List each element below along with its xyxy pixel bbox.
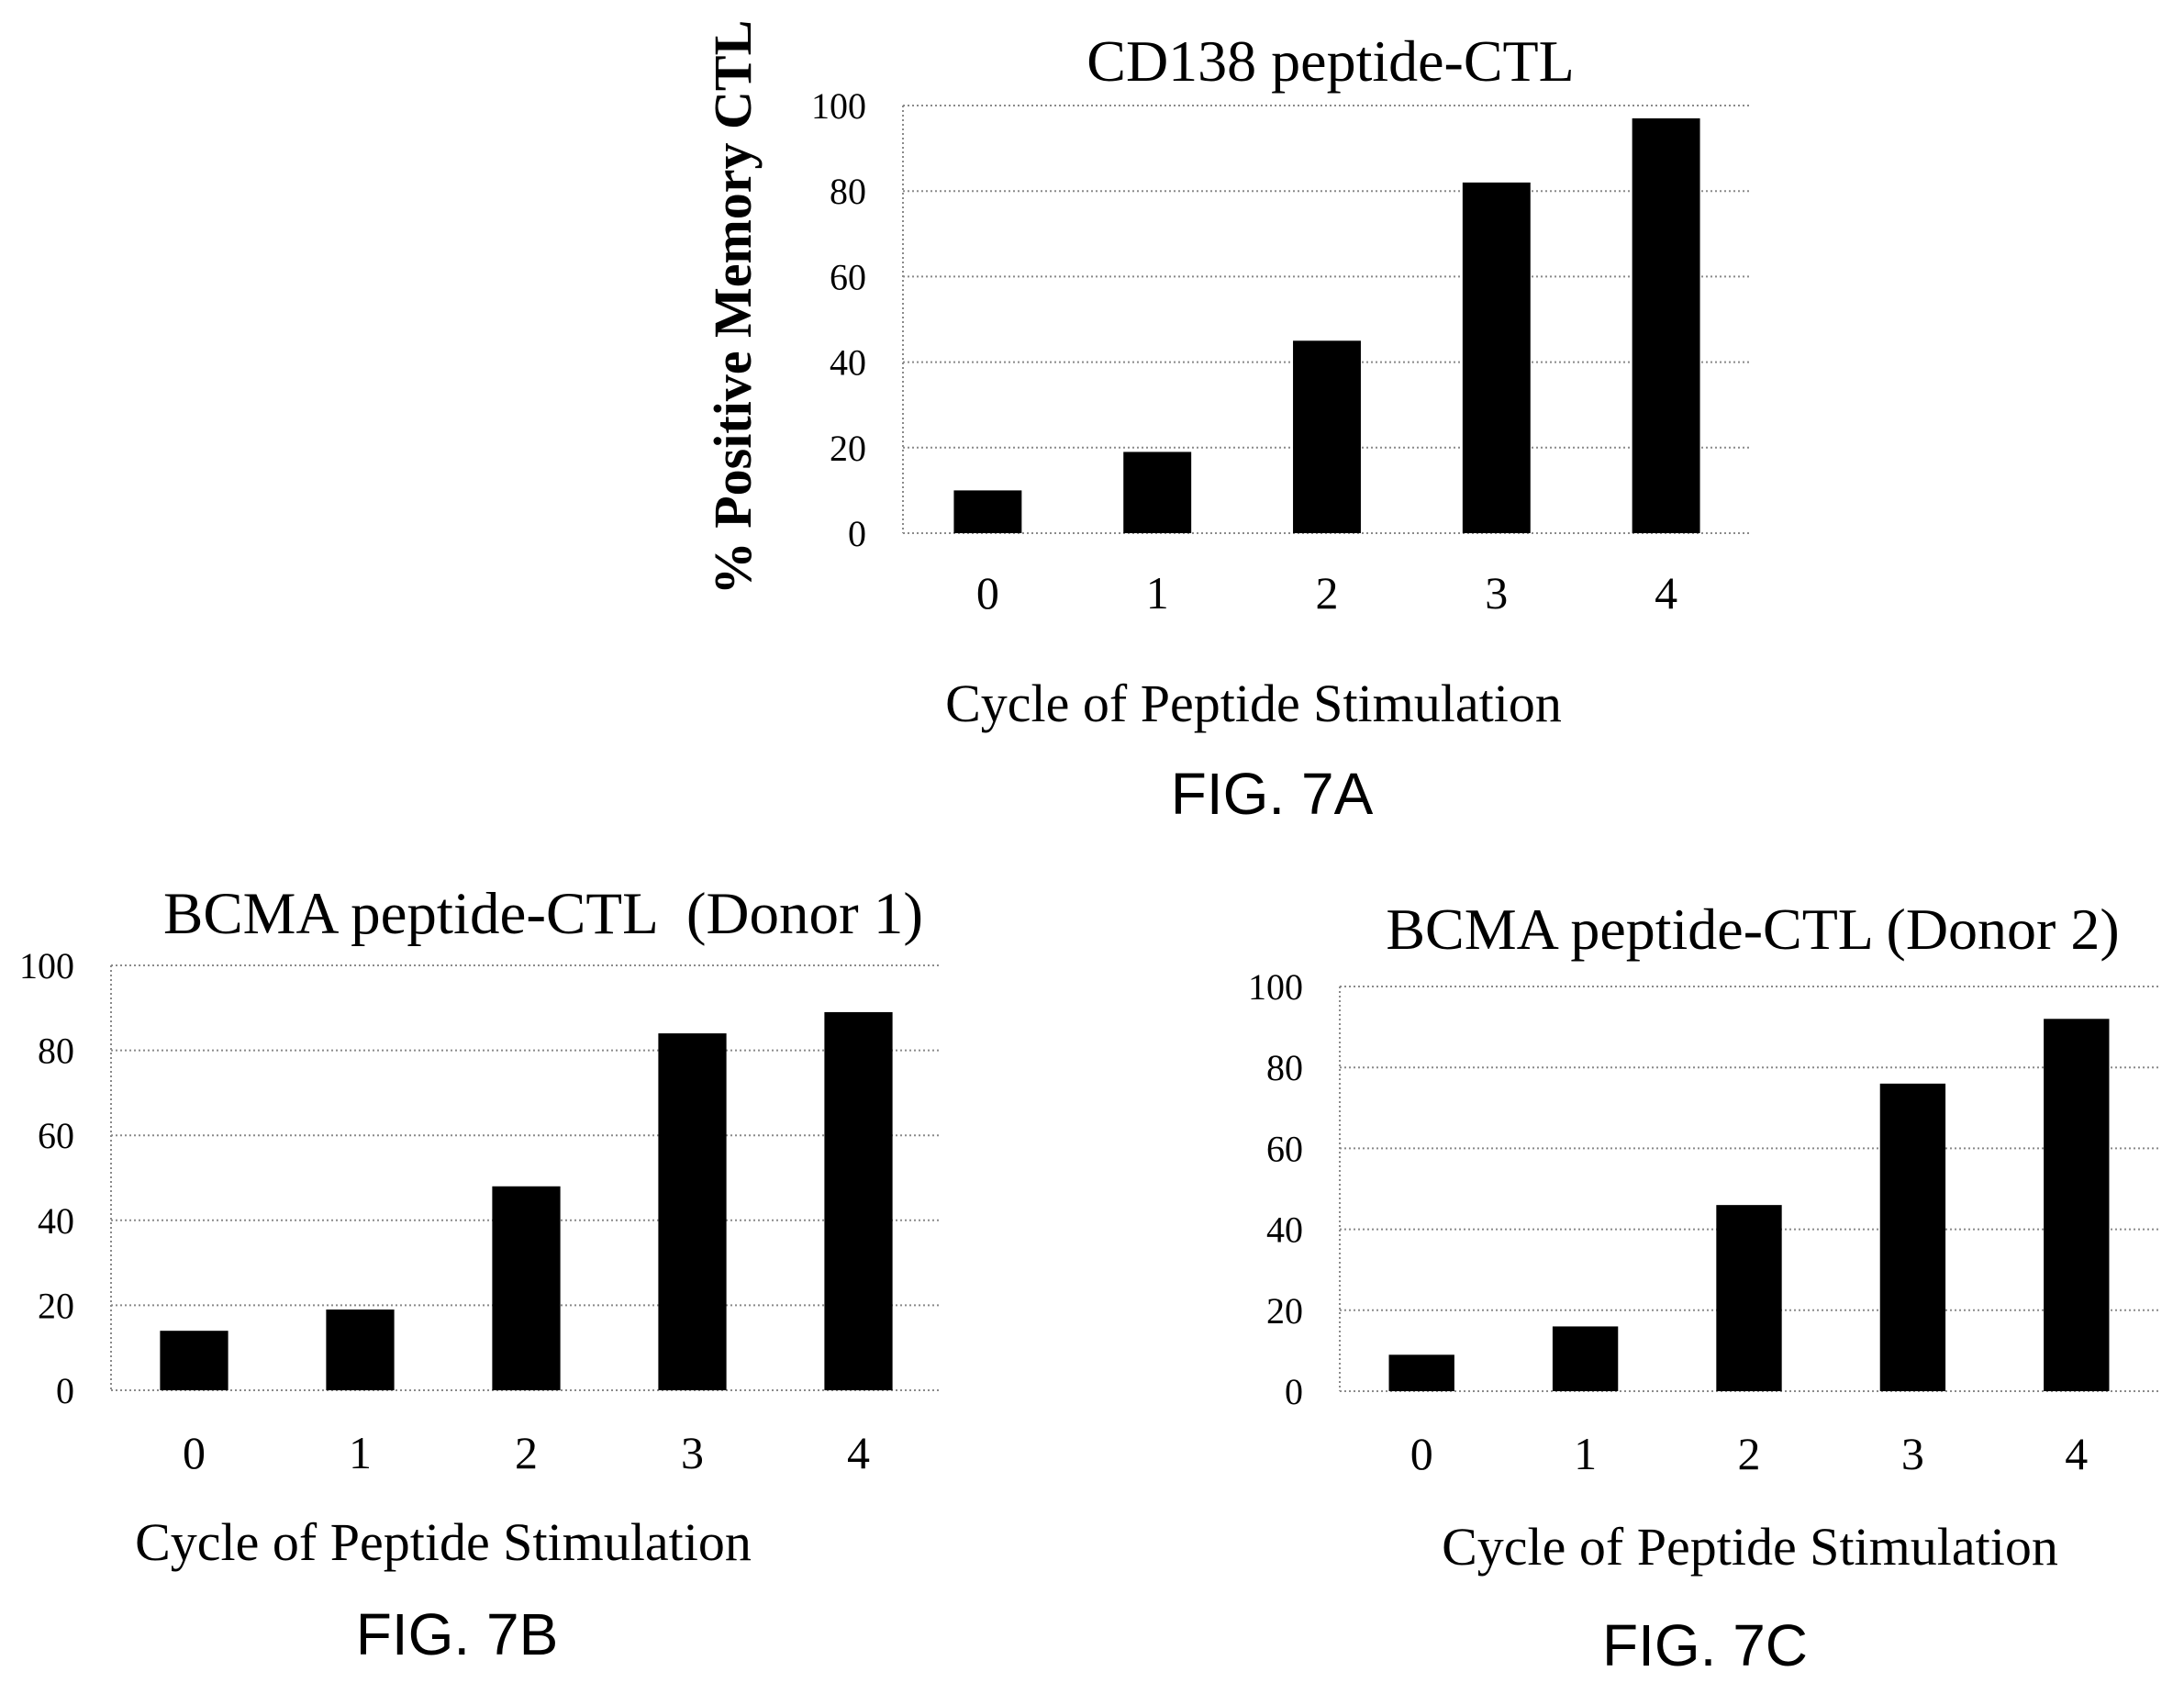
x-tick-label: 2 (515, 1427, 538, 1478)
bars (160, 1011, 893, 1390)
x-tick-label: 0 (1410, 1428, 1433, 1479)
bar-3 (1879, 1083, 1946, 1391)
x-tick-label: 1 (1146, 567, 1169, 619)
y-tick-label: 100 (811, 85, 866, 127)
gridlines (110, 964, 942, 1391)
bar-0 (953, 490, 1022, 533)
y-tick-label: 0 (1285, 1371, 1303, 1412)
x-tick-label: 2 (1738, 1428, 1761, 1479)
bar-0 (1388, 1354, 1454, 1391)
x-tick-labels: 0 1 2 3 4 (1410, 1428, 2089, 1479)
bar-2 (1716, 1205, 1782, 1391)
x-tick-label: 3 (681, 1427, 704, 1478)
y-tick-label: 60 (38, 1115, 74, 1156)
y-tick-label: 80 (1266, 1047, 1303, 1088)
bars (953, 117, 1700, 534)
y-tick-label: 20 (38, 1285, 74, 1326)
y-tick-label: 40 (38, 1200, 74, 1242)
chart-7a: CD138 peptide-CTL % Positive Memory CTL … (703, 20, 1751, 733)
x-axis-label: Cycle of Peptide Stimulation (1442, 1517, 2058, 1577)
chart-7c: BCMA peptide-CTL (Donor 2) 020406080100 … (1248, 897, 2158, 1577)
x-tick-label: 4 (847, 1427, 870, 1478)
y-tick-label: 20 (1266, 1290, 1303, 1332)
y-tick-label: 40 (1266, 1209, 1303, 1251)
bar-4 (1632, 117, 1700, 534)
figure-label-7b: FIG. 7B (356, 1601, 559, 1667)
bar-3 (658, 1033, 727, 1390)
x-tick-label: 0 (976, 567, 999, 619)
x-tick-label: 2 (1316, 567, 1339, 619)
chart-title: BCMA peptide-CTL (Donor 1) (163, 881, 923, 947)
y-tick-label: 100 (1248, 966, 1303, 1008)
figure-label-7a: FIG. 7A (1171, 761, 1374, 827)
y-tick-label: 0 (848, 513, 866, 554)
y-tick-labels: 0 20 40 60 80 100 (19, 945, 74, 1411)
figure-label-7c: FIG. 7C (1602, 1612, 1808, 1678)
bar-1 (1552, 1326, 1619, 1391)
x-tick-label: 3 (1901, 1428, 1924, 1479)
bar-4 (2044, 1019, 2110, 1391)
bar-3 (1462, 182, 1531, 533)
x-axis-label: Cycle of Peptide Stimulation (135, 1512, 752, 1572)
y-axis-label: % Positive Memory CTL (703, 20, 763, 596)
y-tick-label: 80 (830, 171, 866, 212)
bar-4 (824, 1011, 893, 1390)
chart-title: BCMA peptide-CTL (Donor 2) (1386, 897, 2119, 962)
x-tick-labels: 0 1 2 3 4 (183, 1427, 870, 1478)
y-tick-labels: 0 20 40 60 80 100 (1248, 966, 1303, 1412)
y-tick-label: 80 (38, 1031, 74, 1072)
bar-2 (492, 1186, 561, 1390)
chart-title: CD138 peptide-CTL (1086, 28, 1574, 94)
x-tick-label: 1 (349, 1427, 372, 1478)
y-tick-label: 100 (19, 945, 74, 986)
bar-0 (160, 1331, 228, 1390)
bar-1 (1123, 451, 1192, 533)
x-axis-label: Cycle of Peptide Stimulation (945, 674, 1562, 733)
x-tick-label: 1 (1574, 1428, 1597, 1479)
y-tick-label: 20 (830, 428, 866, 469)
y-tick-labels: 0 20 40 60 80 100 (811, 85, 866, 554)
y-tick-label: 60 (830, 256, 866, 297)
y-tick-label: 60 (1266, 1128, 1303, 1169)
bar-1 (326, 1310, 395, 1390)
bar-2 (1293, 340, 1361, 533)
y-tick-label: 40 (830, 342, 866, 384)
bars (1388, 1019, 2110, 1391)
x-tick-label: 4 (1655, 567, 1677, 619)
x-tick-labels: 0 1 2 3 4 (976, 567, 1677, 619)
chart-7b: BCMA peptide-CTL (Donor 1) 020406080100 … (19, 881, 942, 1572)
y-tick-label: 0 (56, 1370, 74, 1411)
x-tick-label: 3 (1485, 567, 1508, 619)
x-tick-label: 4 (2065, 1428, 2088, 1479)
x-tick-label: 0 (183, 1427, 206, 1478)
